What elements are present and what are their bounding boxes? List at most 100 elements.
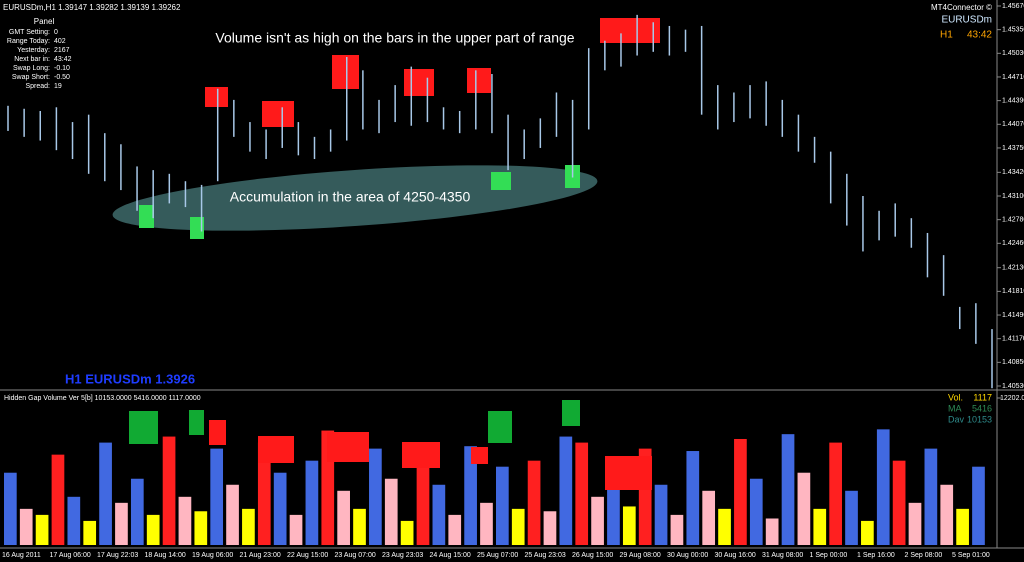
- volume-bar: [257, 442, 271, 545]
- volume-bar: [861, 520, 874, 545]
- volume-bar: [146, 514, 160, 545]
- volume-bar: [35, 514, 49, 545]
- legend-label: MA: [948, 403, 962, 413]
- volume-bar: [432, 484, 446, 545]
- volume-bar: [305, 460, 319, 545]
- x-tick-label: 17 Aug 22:03: [97, 552, 138, 559]
- indicator-box: [189, 410, 204, 435]
- volume-bar: [384, 478, 398, 545]
- x-tick-label: 25 Aug 07:00: [477, 552, 518, 559]
- volume-bar: [670, 514, 684, 545]
- watermark: H1 EURUSDm 1.3926: [65, 371, 195, 386]
- volume-bar: [972, 466, 985, 545]
- volume-bar: [686, 451, 700, 545]
- panel-label: Yesterday:: [17, 47, 50, 54]
- highlight-box: [600, 18, 660, 43]
- volume-bar: [19, 508, 33, 545]
- x-tick-label: 19 Aug 06:00: [192, 552, 233, 559]
- y-tick-label: 1.42130: [1002, 265, 1024, 272]
- x-tick-label: 22 Aug 15:00: [287, 552, 328, 559]
- indicator-box: [488, 411, 512, 443]
- volume-bars: [4, 429, 985, 545]
- accumulation-box: [491, 172, 511, 190]
- volume-bar: [543, 511, 557, 545]
- volume-bar: [702, 490, 716, 545]
- symbol: EURUSDm: [941, 15, 992, 26]
- indicator-box: [471, 447, 488, 464]
- volume-bar: [51, 454, 65, 545]
- indicator-box: [402, 442, 440, 468]
- x-tick-label: 23 Aug 07:00: [335, 552, 376, 559]
- volume-bar: [242, 508, 255, 545]
- x-tick-label: 18 Aug 14:00: [145, 552, 186, 559]
- legend-value: 5416: [972, 403, 992, 413]
- accumulation-ellipse: [112, 165, 598, 231]
- volume-bar: [765, 518, 779, 545]
- annotation: Accumulation in the area of 4250-4350: [230, 189, 471, 205]
- volume-bar: [797, 472, 811, 545]
- panel: GMT Setting: 0 Range Today: 402 Yesterday: 21…: [7, 29, 72, 90]
- volume-bar: [337, 490, 350, 545]
- volume-bar: [734, 438, 747, 545]
- y-tick-label: 1.42780: [1002, 217, 1024, 224]
- volume-bar: [400, 520, 414, 545]
- volume-bar: [813, 508, 827, 545]
- volume-bar: [829, 442, 842, 545]
- panel-value: 19: [54, 83, 62, 90]
- volume-bar: [130, 478, 144, 545]
- x-tick-label: 2 Sep 08:00: [905, 552, 943, 559]
- volume-bar: [4, 472, 17, 545]
- highlight-box: [332, 55, 359, 89]
- volume-bar: [448, 514, 462, 545]
- volume-bar: [956, 508, 969, 545]
- accumulation-box: [139, 205, 154, 228]
- x-tick-label: 26 Aug 15:00: [572, 552, 613, 559]
- y-tick-label: 1.43750: [1002, 145, 1024, 152]
- volume-bar: [527, 460, 541, 545]
- price-bars: [7, 14, 993, 389]
- connector: MT4Connector ©: [931, 3, 992, 12]
- legend-value: 10153: [967, 414, 992, 424]
- panel-title: Panel: [34, 17, 55, 26]
- x-tick-label: 24 Aug 15:00: [430, 552, 471, 559]
- volume-bar: [511, 508, 525, 545]
- panel-value: 402: [54, 38, 66, 45]
- volume-bar: [781, 434, 795, 545]
- panel-value: -0.10: [54, 65, 70, 72]
- volume-bar: [480, 502, 493, 545]
- panel-label: Spread:: [25, 83, 50, 90]
- volume-bar: [924, 448, 938, 545]
- volume-bar: [876, 429, 890, 545]
- y-tick-label: 1.45030: [1002, 50, 1024, 57]
- highlight-box: [404, 69, 434, 96]
- volume-bar: [289, 514, 303, 545]
- x-tick-label: 31 Aug 08:00: [762, 552, 803, 559]
- volume-bar: [162, 436, 176, 545]
- panel-value: 43:42: [54, 56, 72, 63]
- volume-bar: [622, 506, 636, 545]
- legend-value: 1117: [973, 392, 992, 402]
- volume-bar: [654, 484, 668, 545]
- timer: 43:42: [967, 30, 992, 41]
- indicator-box: [258, 436, 294, 463]
- x-tick-label: 16 Aug 2011: [2, 552, 41, 559]
- indicator-box: [129, 411, 158, 444]
- y-tick-label: 1.45670: [1002, 3, 1024, 10]
- panel-label: Swap Short:: [12, 74, 50, 81]
- volume-bar: [845, 490, 858, 545]
- volume-bar: [464, 446, 477, 545]
- volume-bar: [178, 496, 192, 545]
- volume-bar: [892, 460, 906, 545]
- y-tick-label: 1.42460: [1002, 240, 1024, 247]
- y-tick-label: 1.41490: [1002, 312, 1024, 319]
- volume-bar: [83, 520, 97, 545]
- x-tick-label: 29 Aug 08:00: [620, 552, 661, 559]
- volume-bar: [496, 466, 509, 545]
- volume-bar: [99, 442, 112, 545]
- indicator-box: [209, 420, 226, 445]
- panel-label: GMT Setting:: [9, 29, 50, 36]
- highlight-box: [262, 101, 294, 127]
- y-tick-label: 1.44710: [1002, 74, 1024, 81]
